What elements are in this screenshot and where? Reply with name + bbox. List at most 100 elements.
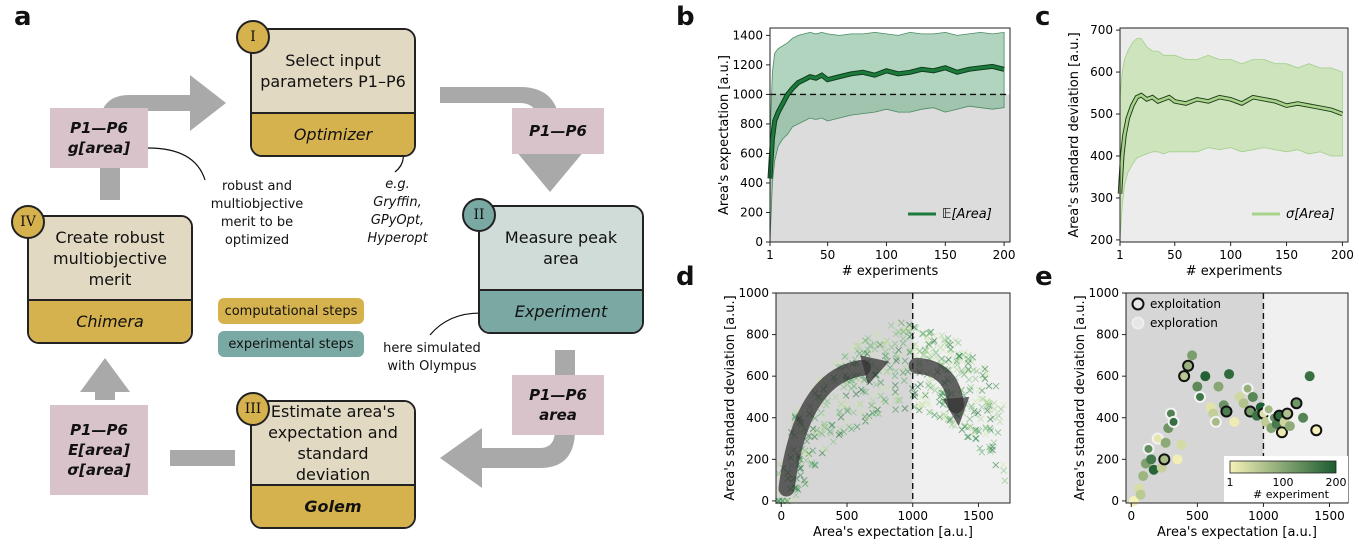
chart-d-point — [901, 357, 909, 365]
chart-d-point — [948, 421, 956, 429]
chart-d-point — [981, 375, 989, 383]
chart-d-point — [995, 412, 1003, 419]
chart-d-point — [897, 350, 905, 358]
chart-e-legend-marker-exploitation — [1131, 297, 1145, 311]
chart-d-point — [972, 375, 979, 383]
chart-e-colorbar — [1229, 460, 1337, 474]
chart-c-xtick-label: 50 — [1167, 248, 1182, 262]
chart-d-point — [775, 460, 783, 468]
chart-d-point — [989, 443, 996, 450]
chart-d-point — [844, 405, 851, 413]
chart-d-point — [938, 332, 946, 339]
arrow-to-step1 — [100, 75, 226, 200]
chart-e-point — [1160, 437, 1171, 448]
chart-d-trend-arrow-up — [778, 359, 871, 497]
chart-d-point — [922, 392, 929, 399]
chart-d-point — [884, 369, 891, 376]
chart-b-ytick-label: 1000 — [732, 87, 763, 101]
paper-merit: P1—P6 g[area] — [50, 108, 148, 168]
chart-d-point — [979, 371, 987, 379]
chart-d-point — [837, 400, 845, 408]
chart-d-point — [857, 386, 865, 394]
chart-d-point — [857, 400, 864, 408]
chart-e-point — [1167, 415, 1180, 428]
chart-d-point — [875, 341, 882, 348]
chart-d-point — [811, 433, 818, 441]
chart-d-point — [964, 366, 972, 374]
chart-c-xtick-label: 100 — [1219, 248, 1242, 262]
chart-d-point — [837, 401, 845, 409]
chart-d-point — [817, 429, 825, 437]
chart-e-point — [1238, 398, 1249, 409]
chart-d-point — [883, 367, 891, 375]
chart-d-point — [919, 330, 926, 337]
chart-e-point — [1213, 381, 1224, 392]
chart-d-point — [811, 461, 819, 469]
step1-title: Select input parameters P1–P6 — [252, 30, 414, 112]
chart-d-point — [924, 398, 931, 406]
chart-d-ytick-label: 800 — [746, 328, 769, 342]
chart-d-point — [991, 405, 998, 413]
chart-d-xtick-label: 500 — [836, 509, 859, 523]
chart-d-point — [982, 430, 990, 438]
chart-e-point — [1304, 371, 1315, 382]
chart-d-point — [906, 348, 914, 356]
chart-d-point — [983, 397, 991, 405]
chart-d-point — [944, 416, 952, 423]
chart-d-point — [881, 337, 889, 345]
chart-d-point — [869, 349, 877, 357]
chart-d-point — [966, 415, 974, 423]
chart-d-point — [977, 415, 985, 423]
chart-d-point — [997, 405, 1005, 413]
chart-c-ytick-label: 500 — [1090, 107, 1113, 121]
chart-e-point — [1178, 370, 1191, 383]
chart-d-point — [974, 409, 982, 417]
paper-area-line1: P1—P6 — [529, 386, 587, 404]
chart-d-point — [842, 416, 850, 424]
paper-merit-line1: P1—P6 — [70, 119, 128, 137]
chart-d-point — [835, 431, 843, 439]
chart-c-xtick-label: 150 — [1275, 248, 1298, 262]
chart-d-point — [929, 345, 937, 353]
chart-d-point — [872, 329, 880, 337]
chart-d-point — [965, 433, 972, 441]
chart-d-point — [900, 377, 908, 384]
chart-d-point — [883, 338, 891, 346]
chart-e-point — [1209, 415, 1222, 428]
chart-d-point — [872, 403, 880, 411]
chart-d-trend-arrowhead-up — [860, 355, 890, 385]
chart-e-ytick-label: 0 — [1111, 494, 1119, 508]
chart-d-point — [850, 409, 857, 416]
chart-c-legend-label: σ[Area] — [1286, 207, 1335, 222]
chart-d-point — [955, 352, 963, 360]
chart-d-point — [861, 337, 869, 344]
chart-d-point — [994, 429, 1002, 436]
chart-e-ytick-label: 800 — [1096, 328, 1119, 342]
panel-label-c: c — [1035, 2, 1051, 32]
chart-c-series-line — [1118, 93, 1343, 194]
chart-d-point — [882, 348, 889, 356]
chart-e-point — [1182, 359, 1195, 372]
chart-e-point — [1135, 489, 1146, 500]
chart-d-point — [899, 335, 907, 342]
chart-d-point — [887, 322, 895, 329]
chart-e-point — [1176, 439, 1187, 450]
chart-d-point — [971, 398, 979, 405]
legend-experimental: experimental steps — [218, 331, 364, 357]
chart-b-ytick-label: 0 — [755, 235, 763, 249]
chart-d-point — [915, 406, 923, 414]
chart-e-xtick-label: 1500 — [1314, 509, 1345, 523]
chart-e-colorbar-tick: 100 — [1273, 476, 1294, 489]
chart-d-point — [924, 401, 932, 408]
chart-d-point — [975, 386, 983, 394]
chart-d-point — [829, 438, 837, 446]
chart-d-point — [892, 391, 900, 399]
step4-tool: Chimera — [29, 299, 191, 342]
chart-d-point — [947, 415, 954, 423]
chart-e-point — [1310, 424, 1323, 437]
chart-d-point — [952, 337, 960, 345]
chart-d-point — [946, 350, 954, 357]
chart-d-ytick-label: 200 — [746, 452, 769, 466]
chart-b-xtick-label: 1 — [766, 248, 774, 262]
